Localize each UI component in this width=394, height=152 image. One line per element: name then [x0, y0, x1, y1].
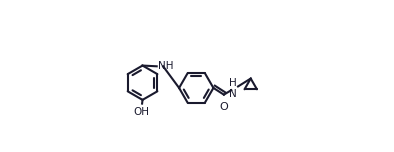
Text: NH: NH	[158, 60, 174, 71]
Text: H
N: H N	[229, 78, 236, 99]
Text: O: O	[219, 102, 228, 112]
Text: OH: OH	[134, 107, 150, 117]
